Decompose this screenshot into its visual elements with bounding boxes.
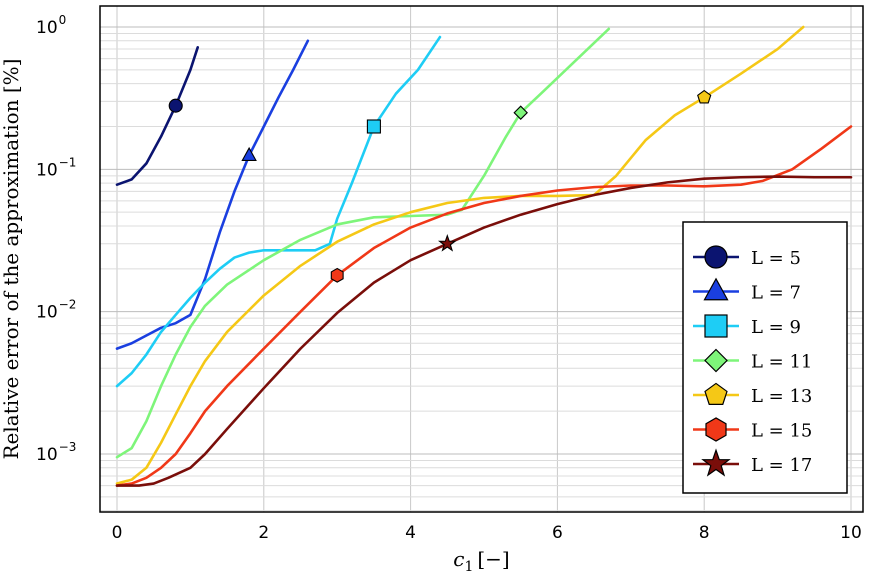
plot-frame <box>99 5 864 513</box>
legend-marker-3 <box>704 314 728 338</box>
y-tick-base: 10 <box>36 445 58 465</box>
y-tick-base: 10 <box>36 303 58 323</box>
y-tick-label: 10−1 <box>36 155 76 180</box>
series-lines <box>115 25 853 487</box>
x-tick-label: 8 <box>699 523 710 543</box>
legend-marker-7 <box>701 448 731 477</box>
legend: L = 5 L = 7 L = 9 L = 11 L = 13 L = 15 L = 17 <box>682 221 848 494</box>
x-tick-label: 0 <box>112 523 123 543</box>
legend-label-5: L = 13 <box>751 386 812 407</box>
legend-marker-2 <box>703 277 729 301</box>
y-tick-exponent: −1 <box>59 155 77 169</box>
y-axis-label: Relative error of the approximation [%] <box>0 59 23 460</box>
series-line-4 <box>115 27 611 459</box>
series-line-2 <box>115 39 310 350</box>
series-marker-2 <box>241 146 257 161</box>
x-axis-label-unit: [−] <box>477 547 509 571</box>
x-tick-label: 6 <box>552 523 563 543</box>
series-marker-1 <box>168 98 183 113</box>
y-tick-label: 10−2 <box>36 298 76 323</box>
legend-label-3: L = 9 <box>751 317 801 338</box>
series-marker-3 <box>366 119 381 134</box>
legend-marker-5 <box>704 382 728 405</box>
legend-marker-6 <box>705 417 727 442</box>
y-tick-label: 10−3 <box>36 440 76 465</box>
legend-label-7: L = 17 <box>751 455 812 476</box>
legend-marker-4 <box>704 348 728 373</box>
x-axis-label: c1 [−] <box>453 547 510 573</box>
legend-label-1: L = 5 <box>751 248 801 269</box>
series-line-6 <box>115 125 853 487</box>
legend-marker-1 <box>704 245 728 269</box>
series-marker-7 <box>437 233 457 252</box>
x-axis-label-base: c <box>453 547 464 571</box>
series-line-3 <box>115 35 442 388</box>
y-tick-exponent: −3 <box>59 440 77 454</box>
series-markers <box>168 89 712 283</box>
y-tick-exponent: 0 <box>59 13 67 27</box>
series-marker-5 <box>697 89 712 104</box>
series-line-5 <box>115 25 805 485</box>
x-tick-label: 2 <box>258 523 269 543</box>
series-marker-6 <box>330 267 344 283</box>
y-tick-exponent: −2 <box>59 298 77 312</box>
legend-label-2: L = 7 <box>751 283 801 304</box>
legend-label-6: L = 15 <box>751 421 812 442</box>
legend-label-4: L = 11 <box>751 352 812 373</box>
series-line-7 <box>115 175 853 487</box>
x-axis-label-subscript: 1 <box>464 559 473 573</box>
x-tick-label: 4 <box>405 523 416 543</box>
x-tick-label: 10 <box>840 523 862 543</box>
series-marker-4 <box>513 105 528 120</box>
y-tick-base: 10 <box>36 18 58 38</box>
y-tick-base: 10 <box>36 160 58 180</box>
series-line-1 <box>115 46 200 186</box>
y-tick-label: 100 <box>36 13 66 38</box>
